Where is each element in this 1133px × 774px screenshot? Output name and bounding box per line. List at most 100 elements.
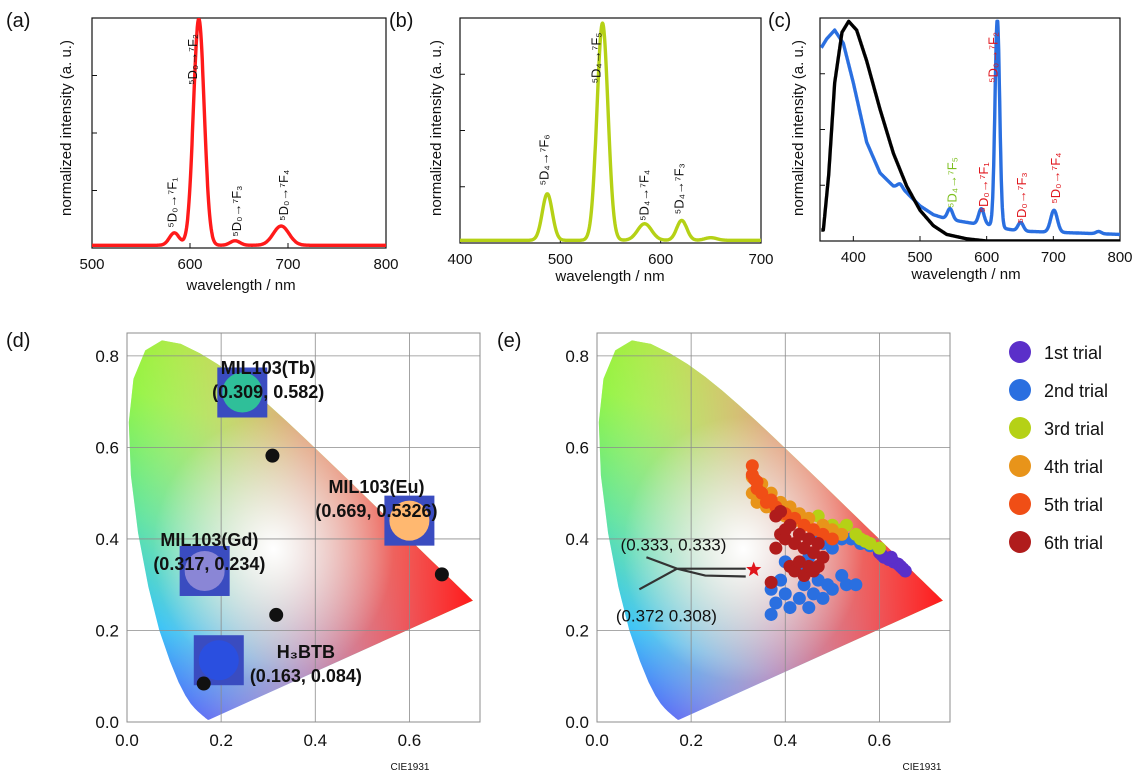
panel-d-y-tick-label: 0.0 xyxy=(95,713,119,732)
chromaticity-point xyxy=(265,448,280,463)
panel-c-series-line-1 xyxy=(820,19,1120,241)
legend-marker-trial-1 xyxy=(1009,341,1031,363)
panel-c-transition-label: ⁵D₀→⁷F₁ xyxy=(976,162,991,213)
panel-d-x-tick-label: 0.2 xyxy=(209,731,233,750)
coordinate-annotation: (0.372 0.308) xyxy=(616,606,717,625)
panel-b-series-line-0 xyxy=(460,21,761,242)
panel-e-x-tick-label: 0.2 xyxy=(679,731,703,750)
panel-e-y-tick-label: 0.2 xyxy=(565,621,589,640)
panel-d-y-tick-label: 0.6 xyxy=(95,438,119,457)
legend-marker-trial-4 xyxy=(1009,455,1031,477)
panel-e-legend: 1st trial 2nd trial 3rd trial 4th trial 5th … xyxy=(1009,341,1108,553)
sample-coord-label: (0.317, 0.234) xyxy=(153,554,265,574)
panel-a-transition-label: ⁵D₀→⁷F₃ xyxy=(229,186,244,237)
panel-b-transition-label: ⁵D₄→⁷F₅ xyxy=(588,32,603,83)
panel-b-x-tick-label: 500 xyxy=(548,251,573,268)
panel-d-x-tick-label: 0.6 xyxy=(398,731,422,750)
panel-a-x-tick-label: 600 xyxy=(177,256,202,273)
panel-e-y-tick-label: 0.4 xyxy=(565,530,589,549)
panel-c-xlabel: wavelength / nm xyxy=(910,266,1020,283)
panel-e-y-tick-label: 0.8 xyxy=(565,347,589,366)
panel-b-transition-label: ⁵D₄→⁷F₃ xyxy=(672,163,687,214)
panel-c-x-tick-label: 800 xyxy=(1107,249,1132,266)
trial-2-point xyxy=(802,601,816,615)
chromaticity-point xyxy=(434,567,449,582)
panel-c-x-tick-label: 600 xyxy=(974,249,999,266)
panel-c-series-line-0 xyxy=(820,19,1120,237)
sample-coord-label: (0.669, 0.5326) xyxy=(315,501,437,521)
trial-1-point xyxy=(898,564,912,578)
panel-c-x-tick-label: 500 xyxy=(907,249,932,266)
sample-photo-disc xyxy=(222,372,263,413)
trial-6-point xyxy=(811,559,825,573)
panel-e-letter: (e) xyxy=(497,330,521,352)
legend-label-trial-5: 5th trial xyxy=(1044,495,1103,515)
panel-d-y-tick-label: 0.2 xyxy=(95,621,119,640)
sample-name-label: MIL103(Gd) xyxy=(160,530,258,550)
panel-b-x-tick-label: 700 xyxy=(748,251,773,268)
panel-d-caption: CIE1931 xyxy=(391,762,430,773)
trial-6-point xyxy=(774,504,788,518)
panel-c-spectrum: 400 500 600 700 800 ⁵D₄→⁷F₅ ⁵D₀→⁷F₁ ⁵D₀→⁷F₂ ⁵D₀→… xyxy=(819,17,1133,266)
legend-label-trial-3: 3rd trial xyxy=(1044,419,1104,439)
legend-marker-trial-2 xyxy=(1009,379,1031,401)
trial-2-point xyxy=(839,578,853,592)
panel-b-transition-label: ⁵D₄→⁷F₄ xyxy=(637,170,652,221)
panel-b-x-tick-label: 400 xyxy=(447,251,472,268)
legend-label-trial-1: 1st trial xyxy=(1044,343,1102,363)
panel-a-x-tick-label: 800 xyxy=(373,256,398,273)
panel-e-x-tick-label: 0.6 xyxy=(868,731,892,750)
legend-label-trial-4: 4th trial xyxy=(1044,457,1103,477)
sample-coord-label: (0.309, 0.582) xyxy=(212,382,324,402)
panel-c-letter: (c) xyxy=(768,10,791,32)
panel-a-ylabel: normalized intensity (a. u.) xyxy=(58,40,75,216)
trial-2-point xyxy=(783,601,797,615)
panel-e-cie-diagram: 0.0 0.2 0.4 0.6 0.0 0.2 0.4 0.6 0.8 (0.333, 0.333… xyxy=(565,332,951,750)
trial-2-point xyxy=(825,541,839,555)
panel-e-y-tick-label: 0.6 xyxy=(565,438,589,457)
trial-2-point xyxy=(825,582,839,596)
panel-d-x-tick-label: 0.0 xyxy=(115,731,139,750)
panel-e-y-tick-label: 0.0 xyxy=(565,713,589,732)
trial-5-point xyxy=(750,475,764,489)
panel-c-transition-label: ⁵D₀→⁷F₃ xyxy=(1014,172,1029,223)
panel-a-series-line-0 xyxy=(92,18,386,247)
panel-a-spectrum: 500 600 700 800 ⁵D₀→⁷F₁ ⁵D₀→⁷F₂ ⁵D₀→⁷F₃ ⁵D₀→⁷F₄ xyxy=(79,17,399,273)
trial-2-point xyxy=(797,578,811,592)
panel-d-letter: (d) xyxy=(6,330,30,352)
trial-2-point xyxy=(769,596,783,610)
panel-b-spectrum: 400 500 600 700 ⁵D₄→⁷F₆ ⁵D₄→⁷F₅ ⁵D₄→⁷F₄ ⁵D₄→⁷F₃ xyxy=(447,17,774,268)
legend-marker-trial-5 xyxy=(1009,493,1031,515)
legend-marker-trial-6 xyxy=(1009,531,1031,553)
white-point-star xyxy=(746,561,762,577)
panel-d-y-tick-label: 0.8 xyxy=(95,347,119,366)
panel-d-y-tick-label: 0.4 xyxy=(95,530,119,549)
trial-6-point xyxy=(778,523,792,537)
panel-b-xlabel: wavelength / nm xyxy=(554,268,664,285)
sample-name-label: H₃BTB xyxy=(277,642,335,662)
sample-photo-disc xyxy=(389,500,430,541)
panel-a-x-tick-label: 500 xyxy=(79,256,104,273)
panel-a-xlabel: wavelength / nm xyxy=(185,277,295,294)
panel-b-x-tick-label: 600 xyxy=(648,251,673,268)
trial-5-point xyxy=(825,532,839,546)
trial-2-point xyxy=(764,607,778,621)
panel-c-ylabel: normalized intensity (a. u.) xyxy=(790,40,807,216)
trial-2-point xyxy=(849,578,863,592)
panel-a-letter: (a) xyxy=(6,10,30,32)
annotation-connector xyxy=(638,556,746,591)
panel-d-gamut-white xyxy=(128,340,473,720)
panel-a-transition-label: ⁵D₀→⁷F₄ xyxy=(276,170,291,221)
panel-b-ylabel: normalized intensity (a. u.) xyxy=(428,40,445,216)
sample-name-label: MIL103(Eu) xyxy=(328,477,424,497)
panel-a-transition-label: ⁵D₀→⁷F₁ xyxy=(164,177,179,228)
sample-photo-disc xyxy=(184,550,225,591)
trial-5-point xyxy=(764,493,778,507)
panel-c-x-tick-label: 400 xyxy=(841,249,866,266)
legend-label-trial-2: 2nd trial xyxy=(1044,381,1108,401)
trial-2-point xyxy=(792,591,806,605)
sample-coord-label: (0.163, 0.084) xyxy=(250,666,362,686)
panel-e-caption: CIE1931 xyxy=(903,762,942,773)
panel-b-letter: (b) xyxy=(389,10,413,32)
panel-e-x-tick-label: 0.0 xyxy=(585,731,609,750)
